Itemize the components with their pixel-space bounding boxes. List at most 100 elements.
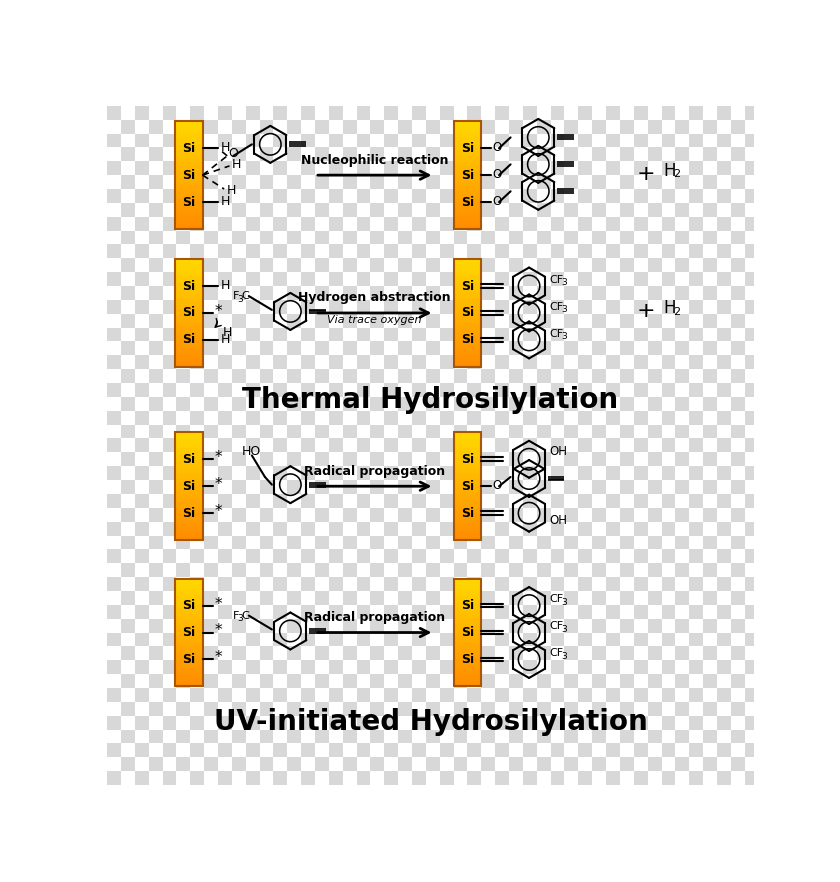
Bar xyxy=(246,273,260,286)
Bar xyxy=(454,173,481,176)
Bar xyxy=(412,467,426,480)
Bar xyxy=(343,120,357,133)
Bar xyxy=(648,314,662,327)
Bar xyxy=(468,438,481,452)
Bar xyxy=(175,176,202,178)
Bar xyxy=(564,647,579,661)
Bar xyxy=(412,494,426,508)
Bar xyxy=(175,189,202,191)
Bar xyxy=(564,286,579,300)
Text: C: C xyxy=(241,291,249,301)
Bar xyxy=(385,521,398,535)
Bar xyxy=(522,355,537,370)
Bar xyxy=(648,370,662,383)
Bar xyxy=(634,438,648,452)
Bar xyxy=(773,688,786,702)
Bar xyxy=(287,203,302,217)
Bar xyxy=(454,462,481,465)
Bar xyxy=(302,605,315,618)
Bar xyxy=(564,258,579,273)
Bar xyxy=(329,106,343,120)
Bar xyxy=(551,189,564,203)
Bar xyxy=(315,452,329,467)
Bar xyxy=(592,564,606,577)
Bar xyxy=(175,167,202,169)
Bar xyxy=(454,622,481,624)
Bar xyxy=(454,729,468,744)
Bar xyxy=(454,454,481,457)
Bar xyxy=(454,564,468,577)
Bar xyxy=(175,619,202,622)
Bar xyxy=(329,467,343,480)
Bar xyxy=(759,147,773,161)
Bar xyxy=(454,503,481,505)
Bar xyxy=(412,78,426,92)
Bar xyxy=(454,364,481,367)
Bar xyxy=(315,535,329,549)
Bar xyxy=(606,438,620,452)
Bar xyxy=(592,341,606,355)
Bar xyxy=(634,383,648,397)
Bar xyxy=(454,676,481,678)
Bar xyxy=(175,589,202,592)
Bar xyxy=(509,729,522,744)
Bar xyxy=(675,230,690,244)
Bar xyxy=(121,258,134,273)
Bar xyxy=(287,92,302,106)
Bar xyxy=(218,688,232,702)
Bar xyxy=(648,147,662,161)
Bar xyxy=(398,230,412,244)
Bar xyxy=(731,480,745,494)
Bar xyxy=(454,321,481,324)
Bar xyxy=(690,300,703,314)
Bar xyxy=(121,314,134,327)
Bar xyxy=(620,397,634,411)
Bar xyxy=(260,647,274,661)
Bar xyxy=(274,771,287,785)
Bar xyxy=(551,355,564,370)
Bar xyxy=(496,300,509,314)
Text: H: H xyxy=(220,333,229,346)
Bar xyxy=(537,535,551,549)
Bar xyxy=(537,618,551,632)
Bar xyxy=(246,521,260,535)
Bar xyxy=(773,661,786,674)
Bar xyxy=(468,771,481,785)
Bar xyxy=(357,521,370,535)
Bar xyxy=(675,424,690,438)
Bar xyxy=(454,221,481,224)
Bar xyxy=(620,647,634,661)
Bar xyxy=(634,78,648,92)
Bar xyxy=(509,647,522,661)
Text: 2: 2 xyxy=(673,169,680,179)
Bar xyxy=(690,744,703,758)
Bar xyxy=(121,92,134,106)
Bar xyxy=(454,189,481,191)
Bar xyxy=(773,106,786,120)
Bar xyxy=(690,78,703,92)
Bar xyxy=(175,135,202,138)
Bar xyxy=(454,702,468,715)
Bar xyxy=(454,483,481,486)
Bar xyxy=(634,549,648,564)
Bar xyxy=(246,189,260,203)
Bar xyxy=(606,78,620,92)
Bar xyxy=(175,457,202,460)
Bar xyxy=(343,424,357,438)
Bar xyxy=(703,758,717,771)
Bar xyxy=(537,452,551,467)
Bar xyxy=(579,577,592,591)
Bar xyxy=(260,230,274,244)
Bar xyxy=(398,64,412,78)
Bar xyxy=(606,300,620,314)
Bar xyxy=(454,460,481,462)
Bar xyxy=(260,618,274,632)
Bar xyxy=(246,577,260,591)
Bar xyxy=(274,327,287,341)
Bar xyxy=(454,215,481,218)
Bar xyxy=(731,564,745,577)
Bar xyxy=(274,78,287,92)
Bar xyxy=(175,156,202,159)
Bar xyxy=(481,674,496,688)
Bar xyxy=(731,258,745,273)
